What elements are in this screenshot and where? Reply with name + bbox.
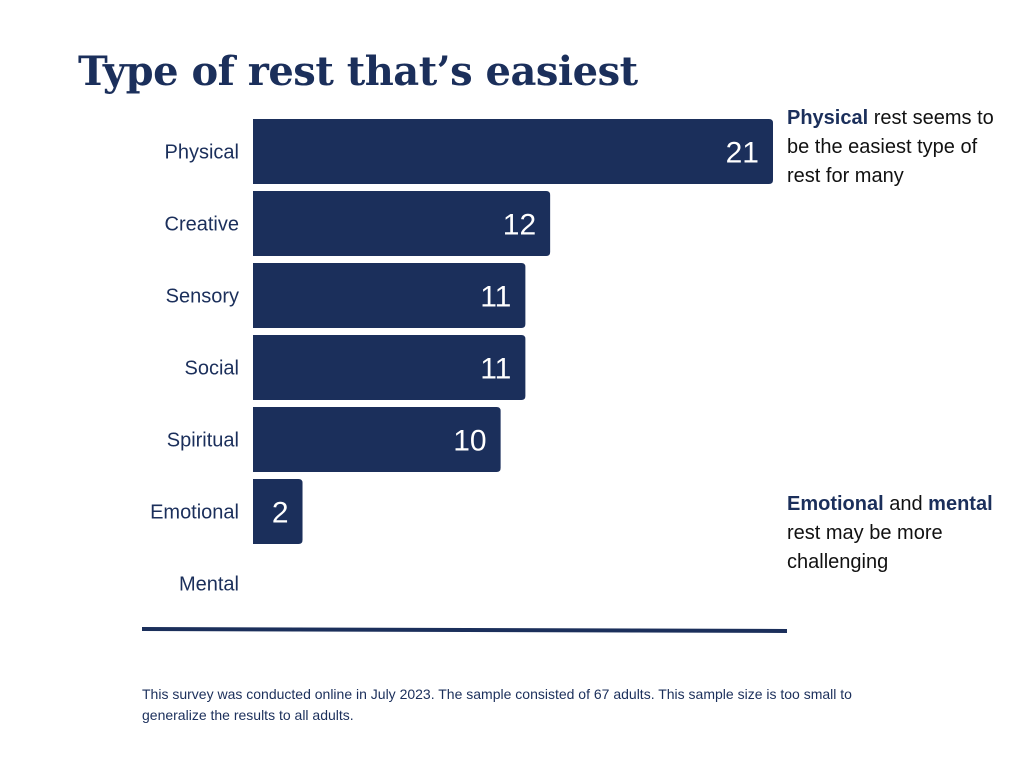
bars-group: 21 12 11 11 10 2 <box>253 119 773 544</box>
category-label-sensory: Sensory <box>166 286 239 308</box>
physical-annotation: Physical rest seems to be the easiest ty… <box>787 104 1012 191</box>
value-label-spiritual: 10 <box>453 425 486 458</box>
annotation-highlight-emotional: Emotional <box>787 493 884 515</box>
chart-title: Type of rest that’s easiest <box>78 48 638 95</box>
annotation-text-physical: rest seems to be the easiest type of res… <box>787 107 994 187</box>
emotional-annotation: Emotional and mental rest may be more ch… <box>787 490 1012 577</box>
value-label-creative: 12 <box>503 209 536 242</box>
category-label-social: Social <box>185 358 239 380</box>
annotation-text-challenging: rest may be more challenging <box>787 522 943 573</box>
category-label-emotional: Emotional <box>150 502 239 524</box>
annotation-highlight-mental: mental <box>928 493 993 515</box>
bar-physical <box>253 119 773 184</box>
value-label-physical: 21 <box>726 137 759 170</box>
category-labels-group: Physical Creative Sensory Social Spiritual Em… <box>150 142 239 596</box>
bar-creative <box>253 191 551 256</box>
bar-emotional <box>253 479 303 544</box>
value-label-social: 11 <box>480 353 511 386</box>
bar-spiritual <box>253 407 501 472</box>
category-label-physical: Physical <box>165 142 239 164</box>
bar-social <box>253 335 526 400</box>
survey-footnote: This survey was conducted online in July… <box>142 686 852 723</box>
category-label-spiritual: Spiritual <box>167 430 239 452</box>
category-label-mental: Mental <box>179 574 239 596</box>
baseline-rule <box>141 627 788 633</box>
value-label-emotional: 2 <box>272 497 289 530</box>
value-label-sensory: 11 <box>480 281 511 314</box>
category-label-creative: Creative <box>165 214 239 236</box>
bar-sensory <box>253 263 526 328</box>
annotation-text-and: and <box>883 493 929 515</box>
annotation-highlight-physical: Physical <box>787 107 869 129</box>
